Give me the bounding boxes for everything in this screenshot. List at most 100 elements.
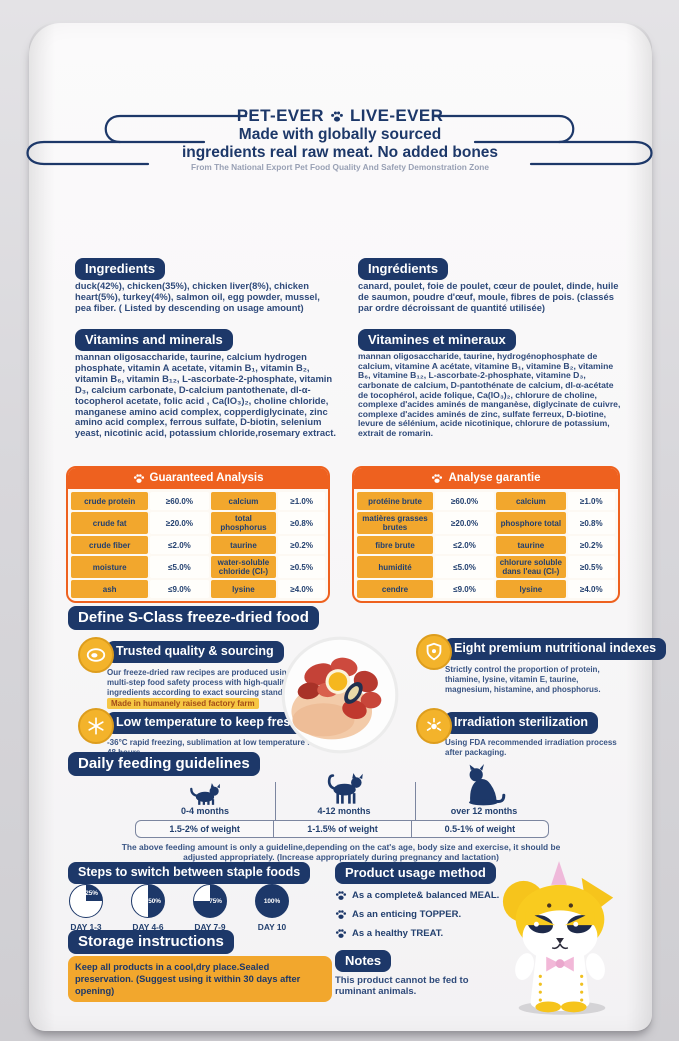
analysis-cell: crude protein [70, 491, 150, 511]
analysis-cell: ≤2.0% [149, 535, 210, 555]
switch-title: Steps to switch between staple foods [68, 862, 311, 884]
analysis-cell: ≤5.0% [149, 555, 210, 579]
feature-trusted-body: Our freeze-dried raw recipes are produce… [107, 668, 302, 697]
analysis-cell: ≥0.5% [566, 555, 616, 579]
feeding-note: The above feeding amount is only a guide… [121, 842, 561, 863]
analysis-cell: ≥1.0% [277, 491, 326, 511]
day-label: DAY 7-9 [194, 922, 226, 932]
analysis-cell: calcium [495, 491, 567, 511]
analysis-cell: matières grasses brutes [356, 511, 434, 535]
analysis-cell: cendre [356, 579, 434, 599]
vitamins-en-body: mannan oligosaccharide, taurine, calcium… [75, 351, 337, 439]
analysis-cell: ≥20.0% [434, 511, 496, 535]
switch-step-3: 75% DAY 7-9 [182, 884, 238, 932]
feature-irradiation-body: Using FDA recommended irradiation proces… [445, 738, 617, 757]
storage-body: Keep all products in a cool,dry place.Se… [68, 956, 332, 1003]
analysis-cell: ≥0.5% [277, 555, 326, 579]
pie-25: 25% [69, 884, 103, 918]
day-label: DAY 4-6 [132, 922, 164, 932]
raw-food-plate-image [281, 636, 399, 754]
feeding-divider [275, 782, 277, 820]
radiation-icon [416, 708, 452, 744]
analysis-cell: ≥0.2% [566, 535, 616, 555]
paw-icon [335, 929, 347, 938]
analysis-cell: ≥60.0% [149, 491, 210, 511]
vitamins-fr-title: Vitamines et mineraux [358, 329, 516, 351]
ingredients-fr-body: canard, poulet, foie de poulet, cœur de … [358, 280, 619, 313]
mascot-figurine [502, 861, 614, 1015]
guaranteed-analysis-table: Guaranteed Analysis crude protein ≥60.0% c… [66, 466, 330, 603]
analysis-cell: ≥20.0% [149, 511, 210, 535]
guaranteed-analysis-grid: crude protein ≥60.0% calcium ≥1.0% crude fat… [68, 489, 328, 601]
analyse-garantie-title: Analyse garantie [448, 472, 541, 484]
analysis-cell: chlorure soluble dans l'eau (Cl-) [495, 555, 567, 579]
feature-indexes-body: Strictly control the proportion of prote… [445, 665, 601, 694]
pie-75: 75% [193, 884, 227, 918]
amount-1: 1.5-2% of weight [169, 824, 240, 834]
analysis-cell: fibre brute [356, 535, 434, 555]
analysis-cell: protéine brute [356, 491, 434, 511]
analysis-cell: ≥0.8% [277, 511, 326, 535]
analysis-cell: ≤2.0% [434, 535, 496, 555]
pie-50: 50% [131, 884, 165, 918]
feeding-divider [415, 782, 417, 820]
ingredients-en-title: Ingredients [75, 258, 166, 280]
pie-percent: 25% [85, 890, 98, 897]
paw-icon [133, 473, 144, 483]
analysis-cell: taurine [495, 535, 567, 555]
switch-step-1: 25% DAY 1-3 [58, 884, 114, 932]
ingredients-fr-title: Ingrédients [358, 258, 449, 280]
guaranteed-analysis-header: Guaranteed Analysis [68, 468, 328, 489]
sclass-title: Define S-Class freeze-dried food [68, 606, 319, 630]
analysis-cell: crude fiber [70, 535, 150, 555]
vitamins-en-title: Vitamins and minerals [75, 329, 233, 351]
analysis-cell: humidité [356, 555, 434, 579]
kitten-icon [190, 783, 220, 805]
age-label-2: 4-12 months [317, 806, 371, 816]
header-flourish [26, 114, 653, 166]
switch-step-4: 100% DAY 10 [244, 884, 300, 932]
analyse-garantie-table: Analyse garantie protéine brute ≥60.0% cal… [352, 466, 620, 603]
analysis-cell: total phosphorus [209, 511, 278, 535]
analysis-cell: ≥0.2% [277, 535, 326, 555]
analysis-cell: ≤9.0% [149, 579, 210, 599]
adult-cat-icon [469, 764, 506, 806]
analysis-cell: phosphore total [495, 511, 567, 535]
pie-percent: 75% [209, 898, 222, 905]
analysis-cell: crude fat [70, 511, 150, 535]
analysis-cell: ≥4.0% [566, 579, 616, 599]
shield-icon [416, 634, 452, 670]
tagline-line1: Made with globally sourced [238, 126, 442, 143]
analysis-cell: ≤5.0% [434, 555, 496, 579]
feature-irradiation-title: Irradiation sterilization [444, 712, 599, 734]
amount-2: 1-1.5% of weight [273, 821, 410, 837]
feeding-amount-row: 1.5-2% of weight 1-1.5% of weight 0.5-1%… [135, 820, 549, 838]
usage-text: As a healthy TREAT. [352, 928, 444, 939]
usage-item-3: As a healthy TREAT. [335, 928, 443, 939]
pie-percent: 100% [263, 898, 281, 905]
analysis-cell: calcium [209, 491, 278, 511]
analysis-cell: ≥0.8% [566, 511, 616, 535]
feature-trusted-title: Trusted quality & sourcing [106, 641, 284, 663]
notes-body: This product cannot be fed to ruminant a… [335, 975, 469, 998]
usage-text: As an enticing TOPPER. [352, 909, 462, 920]
snowflake-icon [78, 708, 114, 744]
usage-title: Product usage method [335, 862, 496, 884]
feature-trusted-note: Made in humanely raised factory farm [107, 698, 259, 709]
analysis-cell: water-soluble chloride (Cl-) [209, 555, 278, 579]
young-cat-icon [327, 773, 363, 804]
brand-right: LIVE-EVER [349, 106, 444, 125]
brand-left: PET-EVER [236, 106, 324, 125]
brand-title: PET-EVER LIVE-EVER [230, 106, 450, 126]
analysis-cell: ≤9.0% [434, 579, 496, 599]
feature-indexes-title: Eight premium nutritional indexes [444, 638, 667, 660]
age-label-3: over 12 months [450, 806, 518, 816]
usage-item-1: As a complete& balanced MEAL. [335, 890, 499, 901]
tagline-line2: ingredients real raw meat. No added bone… [181, 143, 499, 161]
analyse-garantie-header: Analyse garantie [354, 468, 618, 489]
day-label: DAY 10 [257, 922, 287, 932]
paw-icon [331, 110, 343, 122]
paw-icon [335, 891, 347, 900]
day-label: DAY 1-3 [70, 922, 102, 932]
